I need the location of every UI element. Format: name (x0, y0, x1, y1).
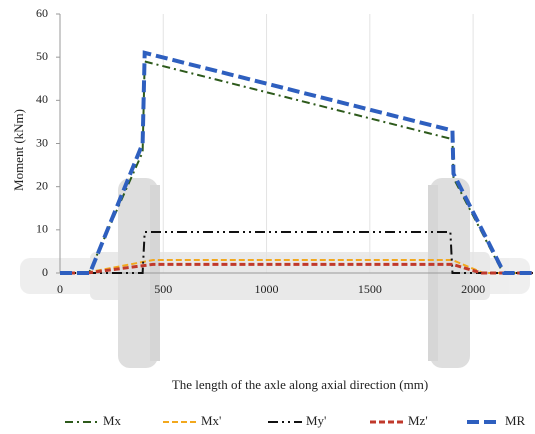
legend-label: MR (505, 413, 526, 428)
x-axis-label: The length of the axle along axial direc… (172, 377, 428, 392)
legend-label: Mx' (201, 413, 221, 428)
y-axis-label: Moment (kNm) (11, 109, 26, 191)
x-tick-label: 500 (154, 282, 172, 296)
legend-label: Mx (103, 413, 122, 428)
y-tick-label: 40 (36, 92, 48, 106)
y-tick-label: 50 (36, 49, 48, 63)
y-tick-label: 30 (36, 135, 48, 149)
x-tick-label: 1500 (358, 282, 382, 296)
x-tick-label: 1000 (255, 282, 279, 296)
legend-label: Mz' (408, 413, 428, 428)
y-tick-label: 10 (36, 222, 48, 236)
chart: Moment (kNm) The length of the axle alon… (0, 0, 535, 434)
legend-label: My' (306, 413, 326, 428)
y-tick-label: 60 (36, 6, 48, 20)
x-tick-label: 0 (57, 282, 63, 296)
y-tick-label: 0 (42, 265, 48, 279)
x-tick-label: 2000 (461, 282, 485, 296)
y-tick-label: 20 (36, 178, 48, 192)
